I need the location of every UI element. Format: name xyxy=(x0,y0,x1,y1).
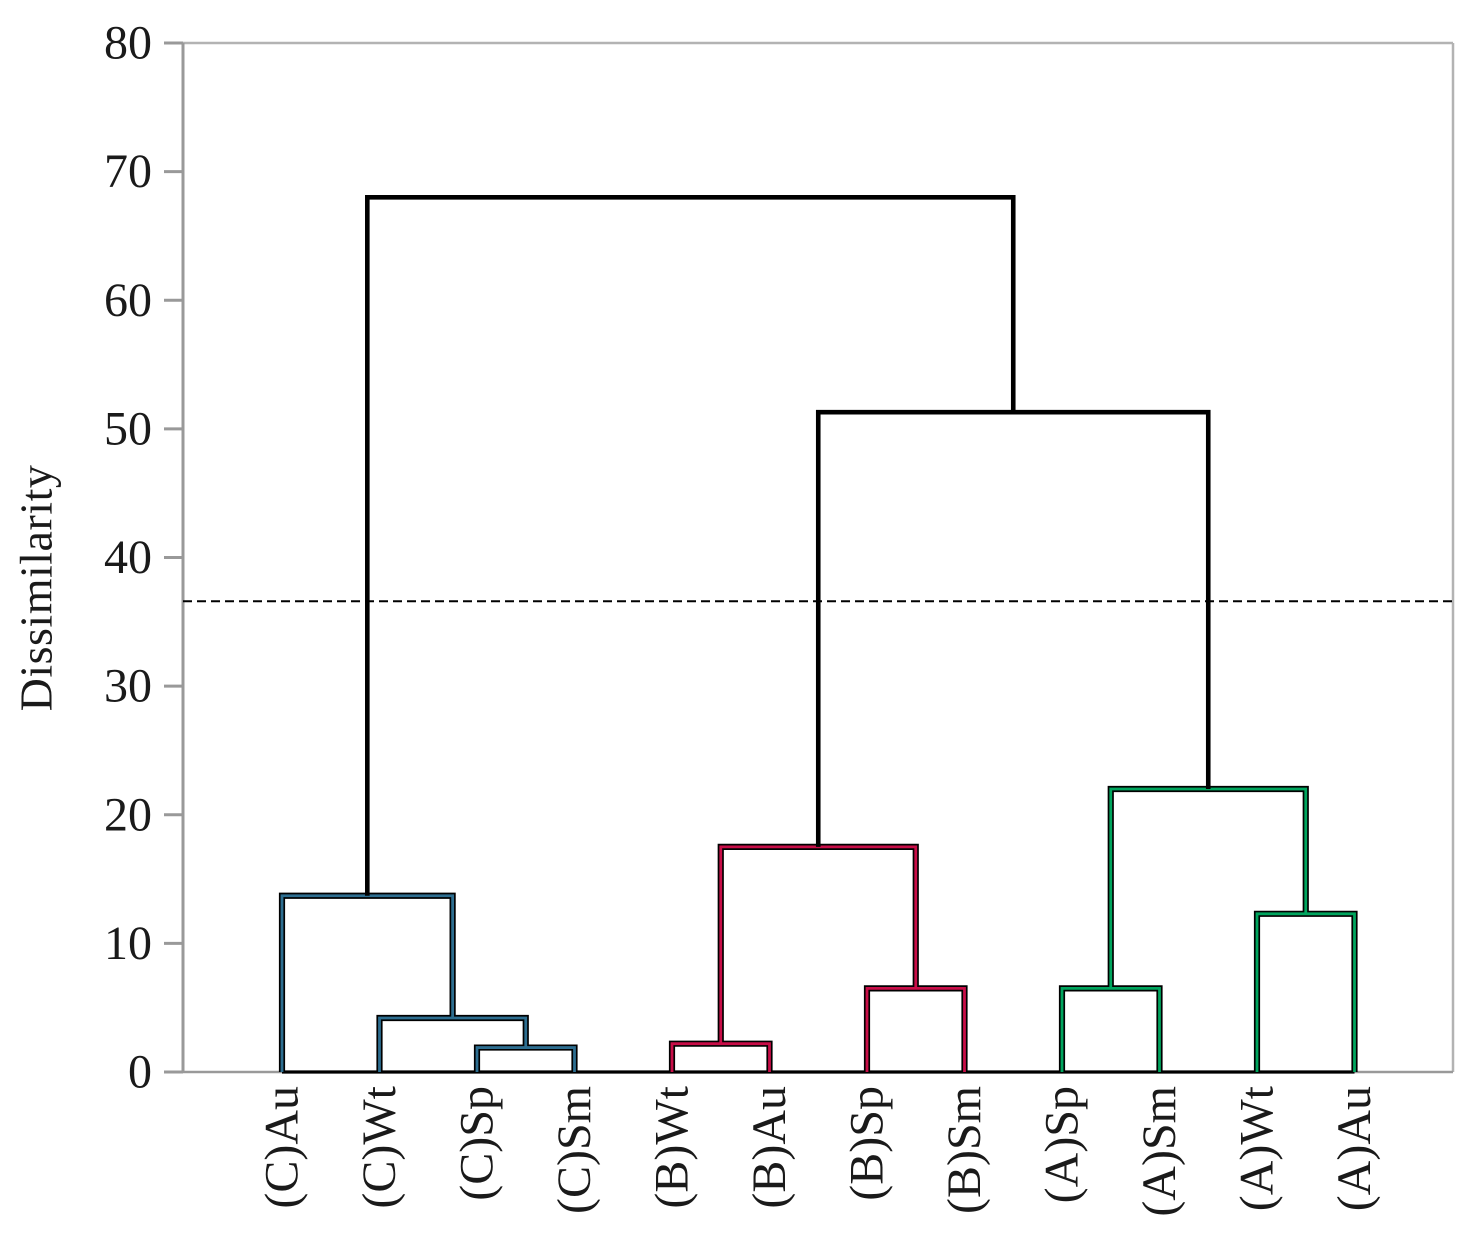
cluster-branch-outline-C3 xyxy=(278,892,456,1072)
y-tick-label: 50 xyxy=(104,402,152,455)
link-branch-R2 xyxy=(365,195,1016,896)
y-tick-label: 40 xyxy=(104,531,152,584)
cluster-branch-outline-A2 xyxy=(1253,910,1358,1072)
y-tick-label: 70 xyxy=(104,145,152,198)
y-tick-label: 10 xyxy=(104,917,152,970)
cluster-branch-B1 xyxy=(670,1042,771,1072)
cluster-branch-outline-B3 xyxy=(717,843,919,1044)
x-axis-leaf-label: (C)Sp xyxy=(451,1086,504,1201)
cluster-branch-C1 xyxy=(475,1046,576,1072)
cluster-branch-A3 xyxy=(1109,787,1308,989)
y-tick-label: 20 xyxy=(104,788,152,841)
y-tick-label: 0 xyxy=(128,1046,152,1099)
y-tick-label: 80 xyxy=(104,17,152,70)
cluster-branch-C2 xyxy=(378,1016,528,1072)
x-axis-leaf-label: (A)Sm xyxy=(1133,1086,1186,1217)
x-axis-leaf-label: (A)Au xyxy=(1328,1086,1381,1211)
cluster-branch-B3 xyxy=(719,845,918,1044)
cluster-branch-outline-B2 xyxy=(863,985,968,1072)
cluster-branch-outline-C1 xyxy=(473,1044,578,1072)
y-tick-label: 30 xyxy=(104,660,152,713)
cluster-branch-A2 xyxy=(1255,912,1356,1072)
x-axis-leaf-label: (B)Sm xyxy=(938,1086,991,1214)
cluster-branch-A1 xyxy=(1060,986,1161,1072)
y-tick-label: 60 xyxy=(104,274,152,327)
cluster-branch-B2 xyxy=(865,986,966,1072)
x-axis-leaf-label: (A)Sp xyxy=(1036,1086,1089,1203)
x-axis-leaf-label: (C)Au xyxy=(256,1086,309,1209)
cluster-branch-C3 xyxy=(280,894,455,1072)
x-axis-leaf-label: (A)Wt xyxy=(1231,1085,1284,1211)
x-axis-leaf-label: (C)Wt xyxy=(353,1085,406,1208)
x-axis-leaf-label: (C)Sm xyxy=(548,1086,601,1214)
cluster-branch-outline-B1 xyxy=(668,1040,773,1072)
link-branch-R1 xyxy=(815,409,1211,847)
cluster-branch-outline-A1 xyxy=(1058,985,1163,1072)
x-axis-leaf-label: (B)Au xyxy=(743,1086,796,1209)
cluster-branch-outline-A3 xyxy=(1107,785,1309,989)
x-axis-leaf-label: (B)Wt xyxy=(646,1085,699,1208)
x-axis-leaf-label: (B)Sp xyxy=(841,1086,894,1201)
